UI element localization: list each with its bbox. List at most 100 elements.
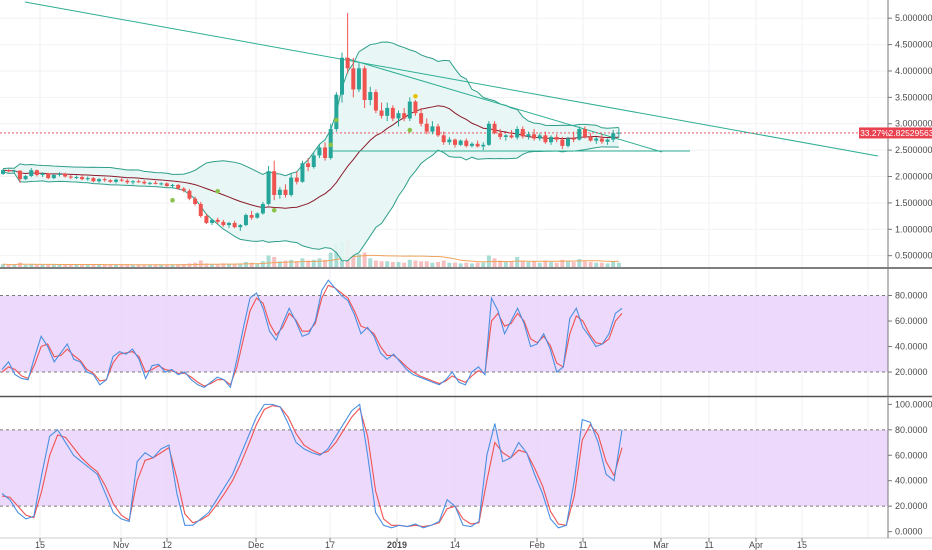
candle-body bbox=[300, 163, 305, 182]
descending-trendline-short[interactable] bbox=[344, 57, 663, 153]
volume-bar bbox=[481, 262, 486, 267]
candle-body bbox=[385, 107, 390, 116]
candle-body bbox=[260, 203, 265, 214]
price-tag-text: 2.82529563 bbox=[889, 128, 932, 138]
volume-bar bbox=[306, 260, 311, 267]
candle-body bbox=[289, 177, 294, 195]
candle-body bbox=[68, 176, 73, 178]
candle-body bbox=[486, 123, 491, 145]
sar-dot bbox=[413, 93, 418, 99]
volume-bar bbox=[277, 261, 282, 267]
candle-body bbox=[345, 57, 350, 69]
sar-dot bbox=[407, 127, 413, 133]
candle-body bbox=[63, 173, 68, 177]
candle-body bbox=[532, 134, 537, 139]
candle-body bbox=[221, 221, 226, 226]
candle-body bbox=[142, 181, 147, 184]
volume-bar bbox=[187, 263, 192, 267]
candle-body bbox=[464, 140, 469, 146]
candle-body bbox=[164, 183, 169, 187]
volume-bar bbox=[577, 259, 582, 267]
candle-body bbox=[436, 126, 441, 136]
candle-body bbox=[594, 138, 599, 141]
stoch-rsi-tick-label: 80.0000 bbox=[895, 291, 928, 301]
candle-body bbox=[80, 177, 85, 180]
candle-body bbox=[588, 136, 593, 141]
volume-bar bbox=[125, 264, 130, 267]
stoch-tick-label: 0.0000 bbox=[895, 527, 923, 537]
candle-body bbox=[582, 129, 587, 137]
volume-bar bbox=[153, 264, 158, 267]
volume-ma-line bbox=[2, 254, 619, 266]
volume-bar bbox=[453, 262, 457, 267]
volume-bar bbox=[266, 255, 271, 267]
overbought-oversold-band bbox=[0, 295, 888, 373]
stoch-rsi-tick-label: 40.0000 bbox=[895, 342, 928, 352]
candle-body bbox=[368, 92, 373, 100]
volume-bar bbox=[362, 252, 367, 267]
candle-body bbox=[526, 134, 531, 137]
bollinger-lower bbox=[2, 146, 619, 262]
candle-body bbox=[515, 129, 520, 138]
volume-bar bbox=[114, 264, 118, 267]
volume-bar bbox=[227, 264, 231, 267]
candle-body bbox=[204, 216, 209, 223]
volume-bar bbox=[526, 261, 531, 267]
bollinger-fill bbox=[3, 41, 619, 261]
volume-bar bbox=[1, 264, 5, 267]
candle-body bbox=[503, 135, 508, 137]
stoch-k-line bbox=[1, 403, 623, 529]
candle-body bbox=[119, 179, 124, 181]
candle-body bbox=[159, 183, 164, 185]
volume-bar bbox=[119, 264, 124, 267]
volume-bar bbox=[373, 260, 378, 267]
parabolic-sar bbox=[170, 93, 418, 213]
candle-body bbox=[379, 110, 384, 116]
candle-body bbox=[481, 144, 486, 147]
volume-bar bbox=[29, 264, 34, 267]
volume-bar bbox=[605, 263, 610, 267]
volume-bar bbox=[91, 264, 96, 267]
price-tick-label: 1.50000000 bbox=[895, 198, 932, 208]
sar-dot bbox=[328, 142, 334, 148]
volume-bar bbox=[215, 264, 220, 267]
candle-body bbox=[498, 133, 503, 137]
candle-body bbox=[266, 171, 271, 204]
candle-body bbox=[102, 179, 107, 181]
trendlines[interactable] bbox=[24, 1, 879, 157]
volume-bar bbox=[588, 261, 593, 267]
candle-body bbox=[334, 94, 339, 130]
time-tick-label: 14 bbox=[450, 540, 460, 550]
candle-body bbox=[114, 179, 118, 182]
candle-body bbox=[193, 198, 198, 204]
candle-body bbox=[1, 170, 5, 174]
time-tick-label: 11 bbox=[578, 540, 587, 550]
pane-separators[interactable] bbox=[0, 267, 932, 539]
candle-body bbox=[311, 155, 316, 168]
price-tick-label: 2.00000000 bbox=[895, 172, 932, 182]
volume-bar bbox=[74, 264, 79, 267]
candle-body bbox=[396, 113, 401, 119]
stoch-rsi-tick-label: 20.0000 bbox=[895, 367, 928, 377]
descending-trendline-long[interactable] bbox=[24, 1, 879, 157]
stoch-tick-label: 20.0000 bbox=[895, 501, 928, 511]
volume-bar bbox=[260, 261, 265, 267]
candle-body bbox=[227, 222, 231, 226]
price-tick-label: 3.50000000 bbox=[895, 92, 932, 102]
volume-bar bbox=[232, 264, 237, 267]
candle-body bbox=[40, 173, 45, 175]
candle-body bbox=[402, 113, 407, 119]
candle-body bbox=[210, 219, 215, 223]
volume-bars bbox=[1, 239, 621, 267]
candle-body bbox=[351, 68, 356, 90]
volume-bar bbox=[34, 264, 39, 267]
axes[interactable]: 5.00000000 4.50000000 4.00000000 3.50000000… bbox=[35, 0, 932, 550]
candle-body bbox=[543, 135, 548, 143]
candle-body bbox=[390, 107, 395, 119]
volume-bar bbox=[419, 261, 424, 267]
candle-body bbox=[362, 68, 367, 100]
candle-body bbox=[441, 135, 446, 143]
candle-body bbox=[566, 138, 570, 146]
candle-body bbox=[215, 219, 220, 222]
